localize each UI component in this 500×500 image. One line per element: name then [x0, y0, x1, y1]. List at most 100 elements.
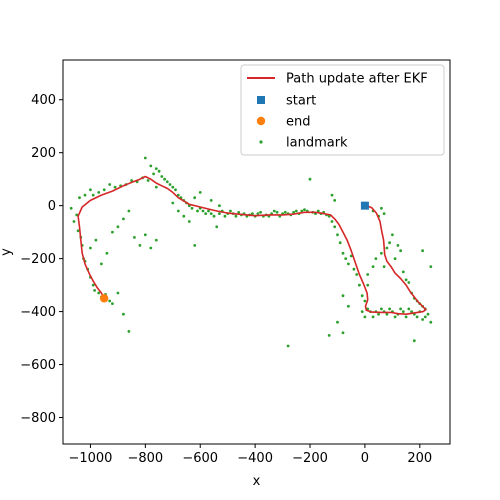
- landmark-point: [111, 230, 114, 234]
- landmark-point: [360, 310, 364, 313]
- landmark-point: [347, 262, 350, 266]
- landmark-point: [371, 315, 375, 319]
- landmark-point: [168, 183, 172, 186]
- legend-end-label: end: [286, 115, 311, 130]
- ekf-path-line: [77, 175, 427, 316]
- landmark-point: [374, 257, 378, 260]
- landmark-point: [75, 213, 79, 217]
- landmark-point: [426, 312, 430, 316]
- landmark-point: [355, 273, 359, 276]
- landmark-point: [382, 212, 386, 216]
- landmark-point: [330, 193, 334, 197]
- landmark-point: [237, 210, 241, 214]
- landmark-point: [72, 220, 76, 223]
- landmark-point: [138, 244, 142, 247]
- landmark-point: [69, 206, 73, 210]
- landmark-point: [380, 206, 383, 210]
- ekf-path-line-group: [77, 175, 427, 316]
- landmark-point: [193, 196, 197, 200]
- landmark-point: [160, 175, 164, 178]
- landmark-point: [174, 188, 177, 192]
- landmark-point: [154, 167, 158, 171]
- landmark-point: [429, 320, 433, 324]
- landmark-point: [429, 265, 433, 268]
- legend-path-label: Path update after EKF: [286, 72, 428, 87]
- x-tick-label: −200: [292, 451, 328, 466]
- landmark-point: [133, 236, 136, 239]
- landmark-point: [89, 246, 92, 250]
- landmark-point: [382, 265, 386, 268]
- landmark-point: [91, 193, 95, 197]
- landmark-point: [102, 188, 106, 192]
- landmark-point: [207, 209, 210, 213]
- landmark-point: [154, 185, 158, 189]
- landmark-point: [349, 254, 353, 258]
- y-tick-label: −800: [20, 411, 56, 426]
- landmark-point: [111, 302, 114, 305]
- landmark-point: [165, 180, 169, 184]
- y-tick-label: 200: [31, 146, 56, 161]
- landmark-point: [407, 281, 411, 284]
- landmark-point: [204, 212, 208, 216]
- landmark-point: [385, 312, 389, 316]
- landmark-point: [193, 244, 197, 247]
- start-marker: [360, 201, 369, 210]
- landmark-point: [388, 241, 391, 245]
- landmark-point: [78, 196, 81, 200]
- landmark-point: [187, 220, 191, 223]
- landmark-point: [272, 209, 276, 213]
- landmark-point: [176, 193, 180, 197]
- legend-landmark-label: landmark: [286, 136, 348, 151]
- legend: Path update after EKF start end landmark: [240, 64, 445, 156]
- landmark-point: [154, 238, 158, 242]
- landmark-point: [116, 291, 120, 295]
- landmark-point: [401, 270, 405, 274]
- landmark-point: [94, 238, 98, 242]
- landmark-point: [127, 209, 131, 213]
- landmark-point: [404, 315, 408, 319]
- landmark-point: [366, 307, 370, 311]
- y-tick-label: −600: [20, 358, 56, 373]
- landmark-point: [333, 225, 337, 229]
- landmark-point: [190, 206, 194, 210]
- landmark-point: [283, 210, 287, 214]
- landmark-point: [149, 164, 153, 168]
- landmark-point: [366, 283, 370, 287]
- landmark-point: [303, 208, 306, 212]
- x-tick-label: −400: [237, 451, 273, 466]
- landmark-point: [198, 191, 202, 194]
- landmark-point: [97, 191, 101, 194]
- legend-landmark-swatch: [259, 140, 263, 144]
- y-tick-label: −200: [20, 252, 56, 267]
- landmark-point: [399, 249, 402, 253]
- landmark-point: [223, 214, 227, 218]
- landmark-point: [176, 209, 180, 213]
- landmark-point: [122, 217, 125, 221]
- landmark-point: [363, 315, 367, 319]
- landmark-point: [347, 304, 350, 308]
- x-tick-label: −600: [182, 451, 218, 466]
- landmark-point: [251, 212, 254, 216]
- landmark-point: [116, 225, 120, 229]
- landmark-point: [393, 257, 397, 260]
- landmark-point: [143, 156, 147, 160]
- landmark-point: [399, 307, 402, 311]
- plot-frame: [62, 59, 451, 445]
- legend-start-swatch: [257, 96, 265, 104]
- landmark-point: [163, 177, 167, 181]
- landmark-point: [380, 307, 383, 311]
- landmark-point: [218, 212, 221, 216]
- landmark-point: [338, 241, 342, 245]
- y-axis-label: y: [0, 248, 14, 256]
- landmark-point: [388, 307, 391, 311]
- landmark-point: [212, 214, 216, 218]
- landmark-point: [83, 193, 87, 197]
- landmark-point: [333, 199, 337, 202]
- landmark-point: [300, 209, 304, 213]
- landmark-point: [401, 310, 405, 313]
- x-tick-label: 200: [407, 451, 432, 466]
- landmark-point: [157, 169, 161, 173]
- landmark-point: [393, 315, 397, 319]
- landmark-point: [152, 172, 156, 176]
